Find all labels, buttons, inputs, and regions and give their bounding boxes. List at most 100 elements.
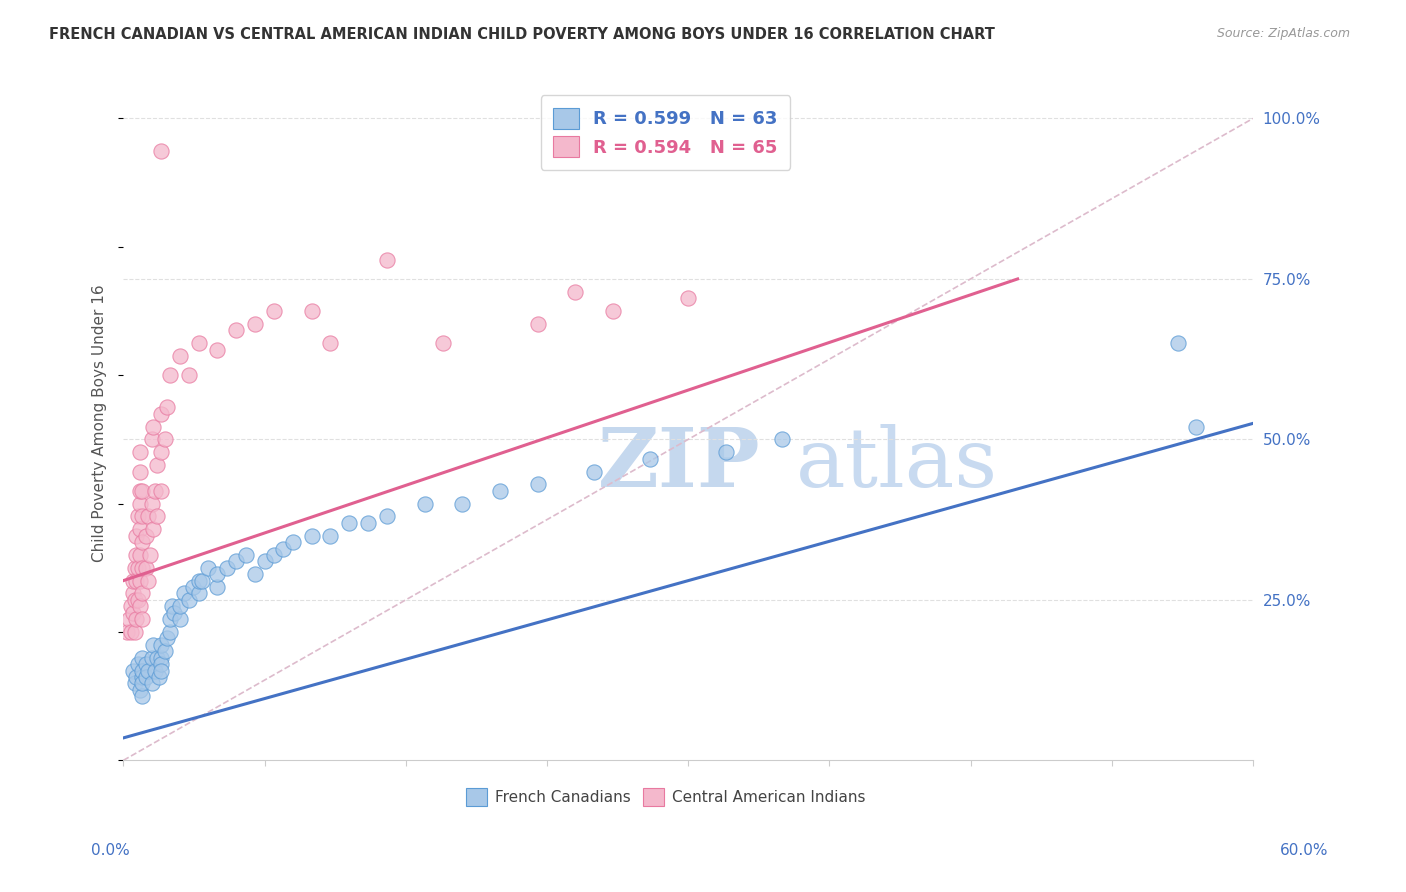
Point <box>413 497 436 511</box>
Point <box>582 465 605 479</box>
Point <box>141 676 163 690</box>
Point <box>131 483 153 498</box>
Point <box>125 612 148 626</box>
Point <box>149 407 172 421</box>
Point <box>432 336 454 351</box>
Point <box>124 561 146 575</box>
Point <box>602 304 624 318</box>
Point <box>129 599 152 614</box>
Point <box>148 670 170 684</box>
Point <box>357 516 380 530</box>
Point <box>191 574 214 588</box>
Point <box>131 670 153 684</box>
Point <box>263 548 285 562</box>
Text: 0.0%: 0.0% <box>91 843 131 858</box>
Point <box>146 458 169 472</box>
Point <box>129 465 152 479</box>
Point <box>207 343 229 357</box>
Point <box>135 670 157 684</box>
Point <box>153 644 176 658</box>
Y-axis label: Child Poverty Among Boys Under 16: Child Poverty Among Boys Under 16 <box>93 285 107 562</box>
Point <box>451 497 474 511</box>
Point <box>1167 336 1189 351</box>
Point <box>146 509 169 524</box>
Point <box>375 252 398 267</box>
Point <box>155 401 177 415</box>
Point <box>125 548 148 562</box>
Point <box>153 433 176 447</box>
Point <box>225 323 247 337</box>
Point <box>149 650 172 665</box>
Point <box>129 522 152 536</box>
Point <box>146 650 169 665</box>
Point <box>207 567 229 582</box>
Point <box>187 336 209 351</box>
Point <box>141 497 163 511</box>
Point <box>564 285 586 299</box>
Point <box>159 625 181 640</box>
Point <box>127 657 149 672</box>
Point <box>155 632 177 646</box>
Point <box>143 664 166 678</box>
Point <box>149 483 172 498</box>
Point <box>253 554 276 568</box>
Text: ZIP: ZIP <box>598 424 761 504</box>
Legend: French Canadians, Central American Indians: French Canadians, Central American India… <box>458 780 873 814</box>
Point <box>129 574 152 588</box>
Point <box>124 676 146 690</box>
Point <box>179 593 201 607</box>
Point <box>149 657 172 672</box>
Point <box>770 433 793 447</box>
Point <box>129 497 152 511</box>
Point <box>138 548 160 562</box>
Text: FRENCH CANADIAN VS CENTRAL AMERICAN INDIAN CHILD POVERTY AMONG BOYS UNDER 16 COR: FRENCH CANADIAN VS CENTRAL AMERICAN INDI… <box>49 27 995 42</box>
Point <box>131 535 153 549</box>
Point <box>127 593 149 607</box>
Point <box>136 509 159 524</box>
Point <box>142 419 165 434</box>
Text: Source: ZipAtlas.com: Source: ZipAtlas.com <box>1216 27 1350 40</box>
Point <box>169 349 191 363</box>
Point <box>121 664 143 678</box>
Point <box>131 689 153 703</box>
Point <box>141 433 163 447</box>
Point <box>301 304 323 318</box>
Point <box>142 638 165 652</box>
Point <box>243 567 266 582</box>
Point <box>142 522 165 536</box>
Point <box>131 650 153 665</box>
Point <box>225 554 247 568</box>
Point <box>131 586 153 600</box>
Point <box>207 580 229 594</box>
Point <box>121 586 143 600</box>
Point <box>136 664 159 678</box>
Point <box>129 682 152 697</box>
Point <box>135 561 157 575</box>
Point <box>197 561 219 575</box>
Point <box>319 529 342 543</box>
Point <box>319 336 342 351</box>
Point <box>243 317 266 331</box>
Point <box>162 599 184 614</box>
Point <box>125 670 148 684</box>
Text: 60.0%: 60.0% <box>1281 843 1329 858</box>
Point <box>1185 419 1208 434</box>
Point <box>135 657 157 672</box>
Point <box>143 483 166 498</box>
Point <box>131 509 153 524</box>
Point <box>136 574 159 588</box>
Point <box>125 529 148 543</box>
Point <box>159 368 181 383</box>
Point <box>149 144 172 158</box>
Point <box>129 548 152 562</box>
Point <box>149 638 172 652</box>
Point <box>115 625 138 640</box>
Point <box>215 561 238 575</box>
Point <box>263 304 285 318</box>
Point <box>526 477 548 491</box>
Point <box>131 612 153 626</box>
Point <box>163 606 186 620</box>
Point <box>124 625 146 640</box>
Point <box>141 650 163 665</box>
Point <box>149 445 172 459</box>
